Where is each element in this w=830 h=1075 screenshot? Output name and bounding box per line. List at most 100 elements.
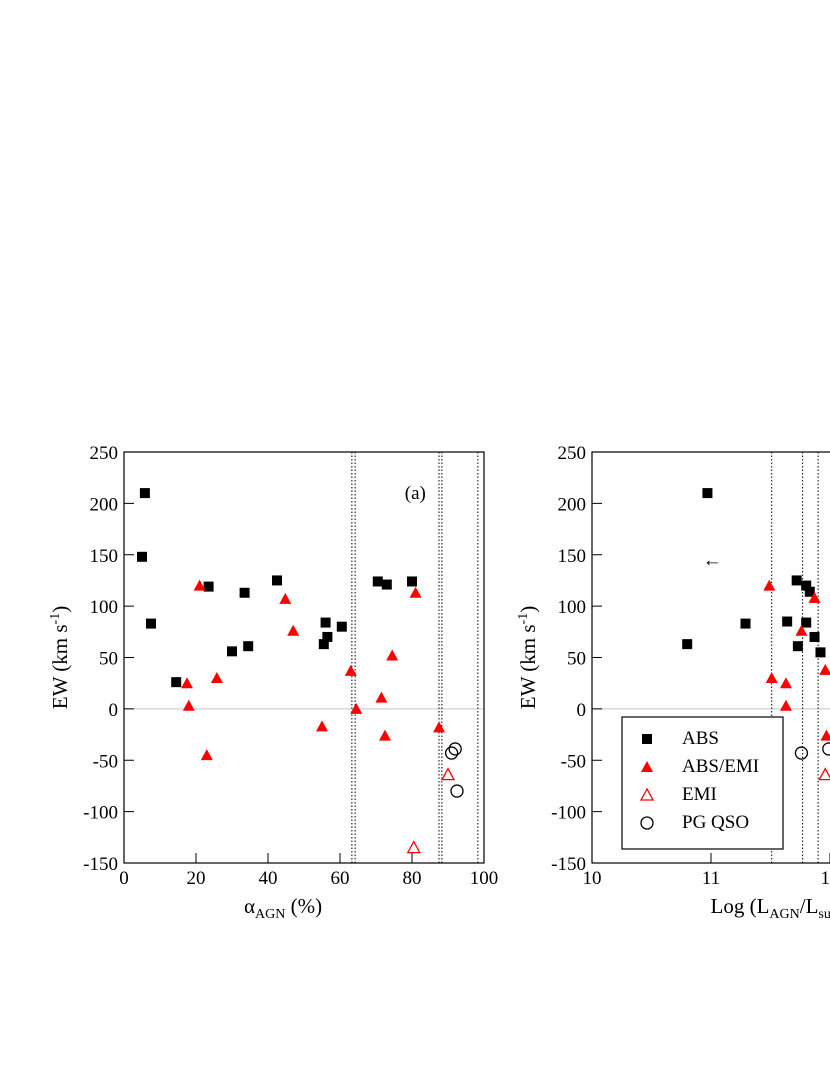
label-part: AGN [255,907,285,922]
point [287,624,300,636]
legend-label: EMI [682,784,717,805]
point [808,591,821,603]
point [243,641,254,652]
point [316,720,328,732]
point [792,641,803,652]
panel: -150 -100 -50 0 50 100 150 200 250 0 20 40 60 80 100 (a… [83,443,498,889]
point [820,729,830,741]
point [409,586,422,598]
point [386,649,399,661]
label-part: α [244,894,255,918]
x-axis-label: Log (LAGN/Lsun) [711,894,830,922]
label-part: AGN [769,907,799,922]
plot-frame [123,451,485,864]
x-tick-label: 11 [702,868,720,889]
point [181,677,193,689]
label-part: ) [516,606,540,613]
legend-label: PG QSO [682,812,749,833]
point [193,579,206,591]
y-tick-label: -150 [551,854,586,875]
legend: ABS ABS/EMI EMI PG QSO [621,716,784,850]
point [763,579,776,591]
point [440,767,456,781]
x-axis-label: αAGN (%) [244,894,322,922]
point [227,646,237,657]
y-tick-label: 150 [558,546,587,567]
y-tick-label: -50 [93,751,118,772]
label-part: Log (L [711,894,770,918]
label-part: /L [800,894,819,918]
x-tick-label: 0 [119,868,129,889]
point [779,699,792,711]
point [203,581,214,592]
point [320,617,331,628]
point [794,746,809,760]
point [344,664,357,676]
point [822,742,830,756]
point [137,551,147,562]
y-tick-label: 100 [90,597,119,618]
legend-label: ABS [682,728,719,749]
y-tick-label: -100 [83,803,118,824]
point [815,647,826,658]
point [272,575,282,586]
point [809,631,820,642]
y-tick-label: 250 [90,443,119,464]
label-part: EW (km s [48,624,72,709]
point [406,840,421,854]
label-part: EW (km s [516,624,540,709]
point [407,576,417,587]
legend-label: ABS/EMI [682,756,759,777]
point [433,721,445,733]
point [818,767,830,781]
x-tick-label: 100 [470,868,499,889]
point [210,672,223,684]
point [379,729,391,741]
y-tick-label: 100 [558,597,587,618]
legend-marker [640,816,654,830]
label-part: (%) [285,894,322,918]
point [791,575,802,586]
y-tick-label: 50 [99,649,118,670]
point [182,699,195,711]
point [444,746,459,760]
point [375,691,388,703]
point [782,616,793,627]
y-tick-label: 200 [90,494,119,515]
label-part: -1 [516,613,531,625]
legend-marker [642,734,652,744]
point [279,592,292,604]
label-part: -1 [48,613,63,625]
x-tick-label: 12 [821,868,830,889]
point [765,672,778,684]
point [381,579,392,590]
y-tick-label: -150 [83,854,118,875]
x-tick-label: 60 [331,868,350,889]
legend-marker [639,787,655,801]
point [146,618,156,629]
point [804,586,815,597]
point [448,742,462,756]
x-tick-label: 40 [259,868,278,889]
point [801,580,812,591]
y-tick-label: -100 [551,803,586,824]
panel: -150 -100 -50 0 50 100 150 200 250 10 11 12 ← ABS ABS/… [551,443,830,889]
point [682,639,693,650]
x-tick-label: 80 [403,868,422,889]
y-tick-label: 0 [109,700,119,721]
y-tick-label: 250 [558,443,587,464]
point [450,784,464,798]
point [171,677,182,688]
y-tick-label: 50 [567,649,586,670]
y-tick-label: 200 [558,494,587,515]
y-tick-label: 0 [577,700,587,721]
y-axis-label: EW (km s-1) [516,606,540,709]
annotation: (a) [405,483,426,504]
arrow: ← [703,550,722,571]
point [795,624,808,636]
label-part: sun [818,907,830,922]
y-tick-label: 150 [90,546,119,567]
x-tick-label: 10 [583,868,602,889]
